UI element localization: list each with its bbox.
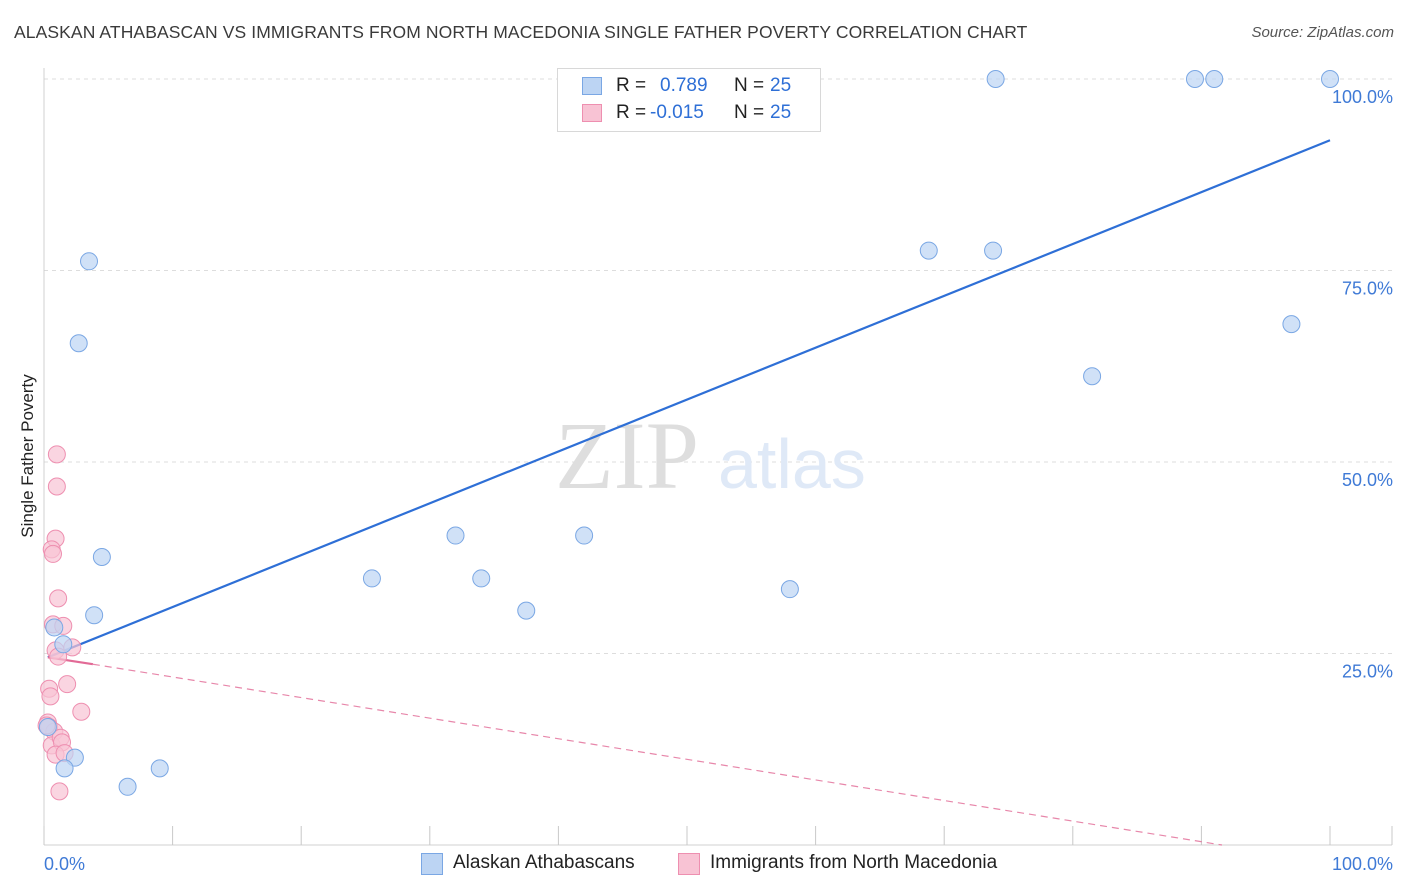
legend-swatch-blue xyxy=(582,77,602,95)
tick-labels: 25.0% 50.0% 75.0% 100.0% 0.0% 100.0% xyxy=(44,87,1393,874)
legend-n-label: N = xyxy=(734,102,765,123)
y-tick-label: 100.0% xyxy=(1332,87,1393,107)
athabascan-point xyxy=(80,252,99,271)
athabascan-point xyxy=(575,526,594,545)
athabascan-point xyxy=(1083,367,1102,386)
macedonia-point xyxy=(47,477,66,496)
athabascan-point xyxy=(118,777,137,796)
legend-n-value: 25 xyxy=(770,102,792,123)
athabascan-point xyxy=(446,526,465,545)
source-credit: Source: ZipAtlas.com xyxy=(1251,24,1394,41)
legend-n-label: N = xyxy=(734,75,765,96)
athabascan-point xyxy=(780,580,799,599)
series-name: Immigrants from North Macedonia xyxy=(710,852,998,873)
chart-title: ALASKAN ATHABASCAN VS IMMIGRANTS FROM NO… xyxy=(14,22,1028,42)
watermark-atlas: atlas xyxy=(718,425,866,503)
legend-swatch-pink xyxy=(582,104,602,122)
athabascan-point xyxy=(1321,70,1339,88)
correlation-legend: R = 0.789 N = 25 R = -0.015 N = 25 xyxy=(557,68,821,132)
athabascan-point xyxy=(150,759,169,778)
x-tick-label: 100.0% xyxy=(1332,854,1393,874)
macedonia-point xyxy=(50,782,69,801)
macedonia-point xyxy=(44,544,63,563)
legend-r-value: 0.789 xyxy=(660,75,708,96)
macedonia-point xyxy=(72,702,91,721)
series-swatch-blue xyxy=(421,853,443,875)
athabascan-point xyxy=(54,635,73,654)
y-tick-label: 75.0% xyxy=(1342,279,1393,299)
macedonia-point xyxy=(49,589,68,608)
athabascan-point xyxy=(986,70,1005,88)
series-swatch-pink xyxy=(678,853,700,875)
legend-r-label: R = xyxy=(616,75,647,96)
macedonia-point xyxy=(58,675,77,694)
trend-line-athabascans xyxy=(47,139,1331,659)
data-points xyxy=(37,70,1339,801)
athabascan-point xyxy=(1205,70,1224,88)
athabascan-point xyxy=(919,241,938,260)
athabascan-point xyxy=(69,334,88,353)
x-tick-label: 0.0% xyxy=(44,854,85,874)
athabascan-point xyxy=(984,241,1003,260)
watermark: ZIP atlas xyxy=(555,402,866,509)
series-name: Alaskan Athabascans xyxy=(453,852,635,873)
legend-r-label: R = xyxy=(616,102,647,123)
grid-lines xyxy=(44,78,1392,654)
athabascan-point xyxy=(517,601,536,620)
athabascan-point xyxy=(55,759,74,778)
legend-n-value: 25 xyxy=(770,75,792,96)
athabascan-point xyxy=(85,606,104,625)
macedonia-point xyxy=(47,445,66,464)
athabascan-point xyxy=(92,547,111,566)
macedonia-point xyxy=(41,687,60,706)
athabascan-point xyxy=(1282,315,1301,334)
trend-line-macedonia-extended xyxy=(92,663,1223,846)
y-tick-label: 25.0% xyxy=(1342,662,1393,682)
athabascan-point xyxy=(362,569,381,588)
athabascan-point xyxy=(472,569,491,588)
athabascan-point xyxy=(1185,70,1204,88)
legend-r-value: -0.015 xyxy=(650,102,704,123)
athabascan-point xyxy=(45,618,64,637)
y-tick-label: 50.0% xyxy=(1342,470,1393,490)
athabascan-point xyxy=(38,718,57,737)
watermark-zip: ZIP xyxy=(555,402,699,509)
axes xyxy=(43,68,1393,846)
